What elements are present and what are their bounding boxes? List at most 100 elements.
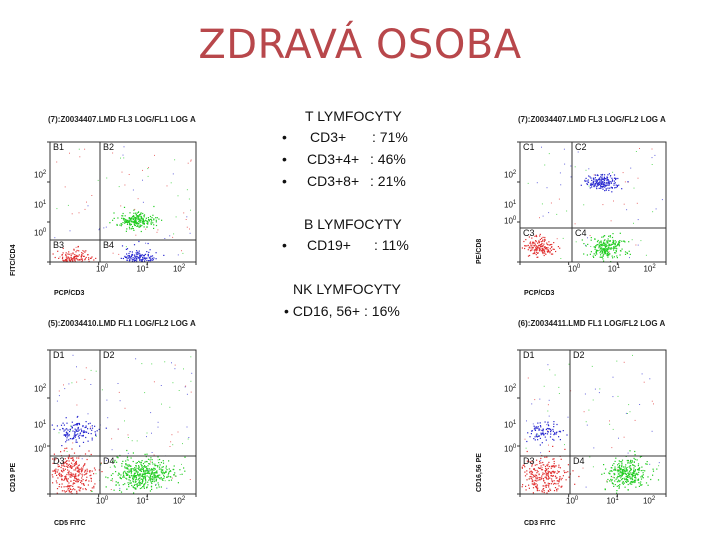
event-point — [547, 249, 549, 251]
event-point — [144, 260, 146, 262]
event-point — [562, 237, 564, 239]
event-point — [135, 475, 137, 477]
event-point — [75, 441, 77, 443]
event-point — [543, 247, 545, 249]
event-point — [539, 462, 541, 464]
event-point — [135, 218, 138, 220]
event-point — [533, 475, 535, 477]
event-point — [558, 471, 560, 473]
event-point — [599, 183, 601, 185]
event-point — [151, 488, 153, 490]
event-point — [157, 229, 159, 231]
event-point — [70, 257, 72, 259]
event-point — [605, 249, 607, 251]
event-point — [64, 447, 66, 450]
event-point — [615, 250, 617, 252]
event-point — [129, 251, 131, 253]
event-point — [534, 242, 536, 244]
event-point — [58, 465, 60, 467]
event-point — [79, 470, 81, 472]
event-point — [561, 477, 563, 479]
event-point — [593, 253, 595, 255]
event-point — [613, 246, 615, 248]
event-point — [627, 483, 629, 486]
event-point — [94, 483, 96, 485]
event-point — [558, 464, 560, 466]
event-point — [542, 252, 544, 255]
event-point — [609, 420, 610, 422]
event-point — [77, 469, 79, 471]
event-point — [537, 256, 539, 258]
event-point — [74, 489, 76, 491]
event-point — [142, 201, 144, 203]
plot-header: (6):Z0034411.LMD FL1 LOG/FL2 LOG A — [518, 319, 666, 328]
event-point — [583, 411, 585, 413]
event-point — [152, 477, 154, 479]
event-point — [135, 475, 137, 477]
event-point — [554, 465, 556, 467]
event-point — [553, 480, 555, 482]
event-point — [84, 453, 87, 455]
event-point — [618, 240, 620, 243]
event-point — [140, 254, 142, 256]
event-point — [637, 219, 639, 221]
event-point — [540, 465, 542, 467]
t-heading: T LYMFOCYTY — [305, 108, 402, 124]
event-point — [76, 463, 78, 465]
event-point — [78, 422, 80, 425]
event-point — [55, 471, 57, 473]
event-point — [141, 473, 143, 475]
event-point — [548, 444, 549, 446]
event-point — [551, 478, 553, 480]
event-point — [622, 468, 624, 471]
event-point — [120, 157, 121, 159]
event-point — [543, 243, 545, 245]
event-point — [85, 436, 87, 439]
event-point — [616, 245, 618, 247]
event-point — [74, 476, 76, 478]
event-point — [552, 445, 554, 447]
event-point — [124, 420, 125, 422]
event-point — [613, 182, 615, 185]
x-tick-label: 101 — [136, 264, 149, 274]
event-point — [150, 473, 152, 475]
event-point — [549, 477, 551, 479]
event-point — [138, 214, 141, 216]
event-point — [85, 479, 87, 481]
event-point — [86, 201, 87, 203]
event-point — [91, 487, 93, 489]
event-point — [156, 472, 158, 474]
event-point — [633, 464, 635, 467]
event-point — [613, 477, 615, 479]
event-point — [178, 390, 180, 391]
event-point — [652, 474, 654, 476]
event-point — [136, 485, 138, 487]
event-point — [594, 248, 596, 250]
event-point — [549, 248, 551, 250]
event-point — [604, 489, 606, 491]
event-point — [598, 183, 600, 185]
event-point — [83, 474, 85, 476]
event-point — [532, 474, 535, 476]
event-point — [618, 460, 620, 462]
event-point — [159, 478, 161, 480]
event-point — [71, 213, 73, 215]
event-point — [590, 239, 592, 241]
event-point — [611, 243, 613, 245]
event-point — [137, 484, 139, 486]
event-point — [124, 256, 126, 258]
event-point — [85, 425, 87, 427]
event-point — [74, 428, 76, 430]
event-point — [604, 245, 606, 247]
event-point — [144, 474, 146, 476]
event-point — [618, 487, 620, 489]
x-axis-label: CD3 FITC — [524, 520, 556, 527]
event-point — [542, 474, 544, 476]
event-point — [614, 484, 616, 486]
event-point — [529, 242, 531, 244]
event-point — [147, 471, 149, 473]
event-point — [134, 479, 136, 481]
event-point — [133, 492, 135, 494]
event-point — [583, 243, 585, 245]
event-point — [75, 257, 77, 259]
